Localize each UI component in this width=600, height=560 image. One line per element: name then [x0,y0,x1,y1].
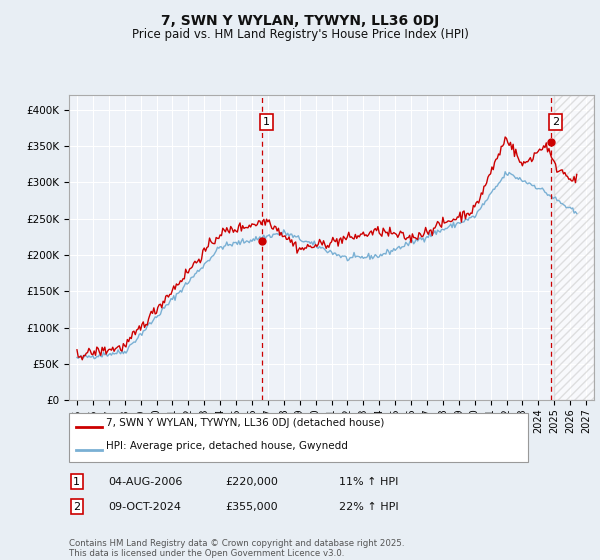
Text: 04-AUG-2006: 04-AUG-2006 [108,477,182,487]
Text: £220,000: £220,000 [225,477,278,487]
Text: 09-OCT-2024: 09-OCT-2024 [108,502,181,512]
Bar [554,95,594,400]
Text: HPI: Average price, detached house, Gwynedd: HPI: Average price, detached house, Gwyn… [106,441,348,451]
Text: Contains HM Land Registry data © Crown copyright and database right 2025.
This d: Contains HM Land Registry data © Crown c… [69,539,404,558]
Text: 1: 1 [263,117,270,127]
Text: £355,000: £355,000 [225,502,278,512]
Text: 7, SWN Y WYLAN, TYWYN, LL36 0DJ: 7, SWN Y WYLAN, TYWYN, LL36 0DJ [161,14,439,28]
Text: 22% ↑ HPI: 22% ↑ HPI [339,502,398,512]
Text: 2: 2 [73,502,80,512]
Text: 11% ↑ HPI: 11% ↑ HPI [339,477,398,487]
Text: 7, SWN Y WYLAN, TYWYN, LL36 0DJ (detached house): 7, SWN Y WYLAN, TYWYN, LL36 0DJ (detache… [106,418,385,427]
Text: 1: 1 [73,477,80,487]
Text: Price paid vs. HM Land Registry's House Price Index (HPI): Price paid vs. HM Land Registry's House … [131,28,469,41]
Text: 2: 2 [552,117,559,127]
